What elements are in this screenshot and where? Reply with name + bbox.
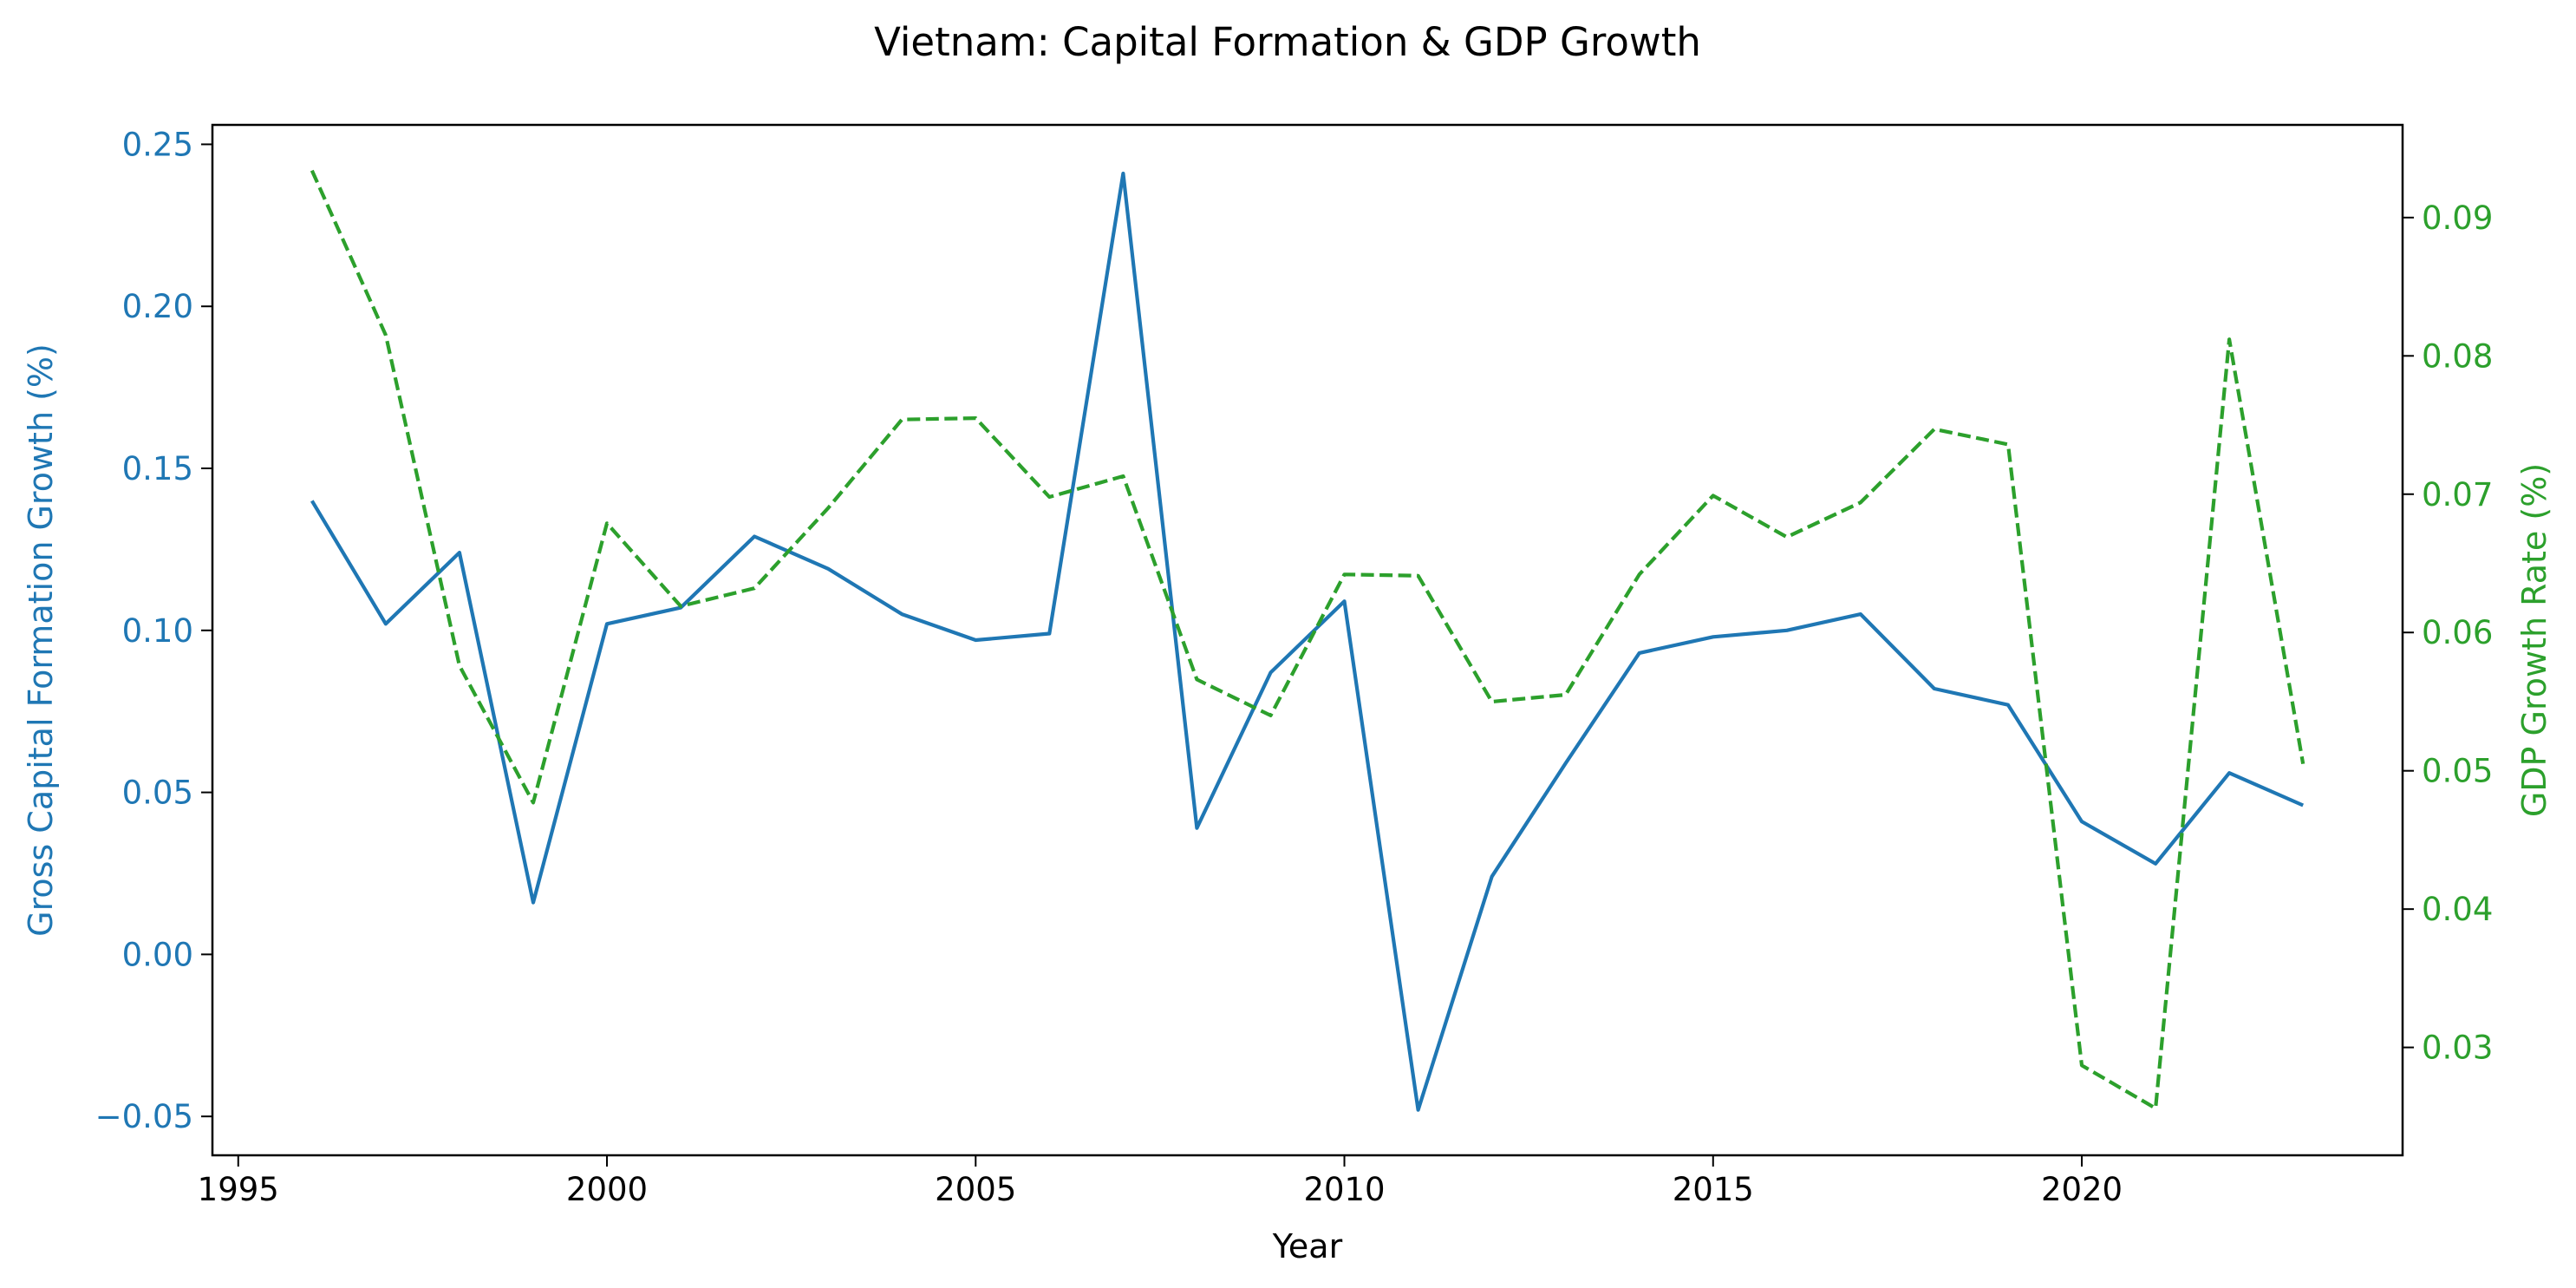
y-axis-left-title: Gross Capital Formation Growth (%) — [22, 343, 60, 937]
y-left-tick-label: −0.05 — [95, 1098, 193, 1135]
y-right-tick-label: 0.07 — [2422, 476, 2493, 513]
y-right-tick-label: 0.05 — [2422, 753, 2493, 790]
plot-area — [310, 169, 2305, 1112]
y-left-tick-label: 0.20 — [122, 288, 193, 325]
x-axis: 1995 2000 2005 2010 2015 2020 — [198, 1155, 2123, 1208]
x-tick-label: 2020 — [2041, 1171, 2123, 1208]
x-tick-label: 2010 — [1303, 1171, 1385, 1208]
gdp-growth-line — [310, 169, 2305, 1110]
y-left-tick-label: 0.15 — [122, 450, 193, 487]
x-tick-label: 2015 — [1673, 1171, 1754, 1208]
y-axis-right-title: GDP Growth Rate (%) — [2515, 463, 2553, 817]
y-right-tick-label: 0.03 — [2422, 1030, 2493, 1067]
y-left-tick-label: 0.25 — [122, 126, 193, 163]
x-axis-title: Year — [1272, 1227, 1343, 1265]
y-right-tick-label: 0.04 — [2422, 891, 2493, 928]
y-left-tick-label: 0.10 — [122, 612, 193, 650]
x-tick-label: 2000 — [566, 1171, 648, 1208]
y-axis-right: 0.03 0.04 0.05 0.06 0.07 0.08 0.09 — [2403, 199, 2493, 1067]
y-right-tick-label: 0.09 — [2422, 199, 2493, 237]
x-tick-label: 2005 — [935, 1171, 1016, 1208]
y-axis-left: −0.05 0.00 0.05 0.10 0.15 0.20 0.25 — [95, 126, 212, 1135]
chart-title: Vietnam: Capital Formation & GDP Growth — [874, 19, 1701, 65]
y-left-tick-label: 0.05 — [122, 775, 193, 812]
y-right-tick-label: 0.06 — [2422, 614, 2493, 651]
y-left-tick-label: 0.00 — [122, 936, 193, 973]
plot-frame — [211, 123, 2404, 1157]
capital-formation-line — [310, 171, 2305, 1112]
y-right-tick-label: 0.08 — [2422, 337, 2493, 375]
x-tick-label: 1995 — [198, 1171, 279, 1208]
